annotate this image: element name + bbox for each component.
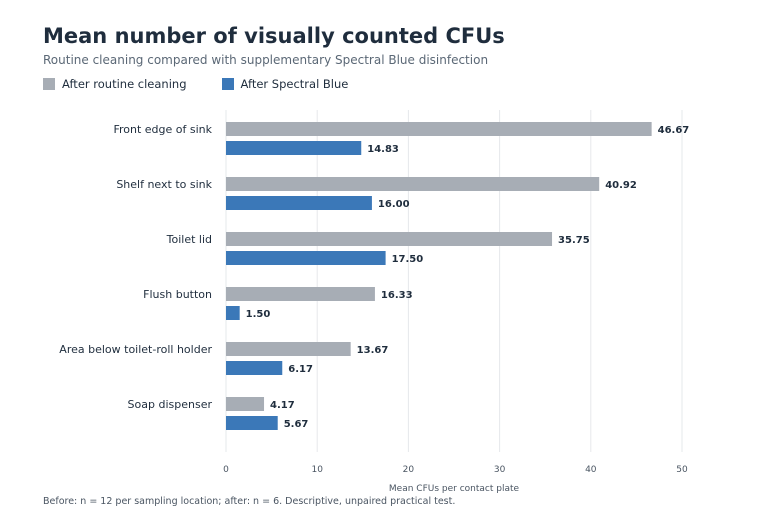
bar-routine: [226, 122, 652, 136]
bar-spectral-blue: [226, 141, 362, 155]
bar-routine: [226, 287, 375, 301]
data-label: 1.50: [246, 309, 271, 320]
bar-spectral-blue: [226, 306, 240, 320]
bar-routine: [226, 342, 351, 356]
data-label: 35.75: [558, 235, 590, 246]
bar-routine: [226, 397, 265, 411]
data-label: 6.17: [288, 364, 313, 375]
x-tick-label: 30: [494, 465, 506, 475]
data-label: 5.67: [284, 419, 309, 430]
chart-title: Mean number of visually counted CFUs: [43, 24, 505, 48]
category-label: Area below toilet-roll holder: [59, 343, 212, 356]
data-label: 16.33: [381, 290, 413, 301]
bar-spectral-blue: [226, 361, 283, 375]
legend-item-spectral-blue: After Spectral Blue: [221, 77, 349, 91]
legend-swatch-spectral-blue: [221, 78, 234, 90]
x-tick-label: 0: [223, 465, 229, 475]
data-label: 4.17: [270, 400, 295, 411]
data-label: 16.00: [378, 199, 410, 210]
data-label: 46.67: [658, 125, 690, 136]
chart-subtitle: Routine cleaning compared with supplemen…: [43, 53, 489, 67]
data-label: 17.50: [392, 254, 424, 265]
data-label: 14.83: [367, 144, 399, 155]
footnote: Before: n = 12 per sampling location; af…: [43, 496, 456, 507]
x-tick-label: 10: [311, 465, 323, 475]
legend-label-spectral-blue: After Spectral Blue: [240, 77, 349, 91]
bar-spectral-blue: [226, 196, 372, 210]
category-label: Flush button: [143, 288, 212, 301]
x-tick-label: 20: [403, 465, 415, 475]
category-label: Front edge of sink: [113, 123, 212, 136]
legend-item-routine: After routine cleaning: [43, 77, 187, 91]
legend-label-routine: After routine cleaning: [62, 77, 187, 91]
bar-routine: [226, 177, 600, 191]
x-tick-label: 40: [585, 465, 597, 475]
data-label: 13.67: [357, 345, 389, 356]
category-label: Toilet lid: [166, 233, 212, 246]
bar-routine: [226, 232, 553, 246]
legend: After routine cleaning After Spectral Bl…: [43, 77, 383, 91]
category-label: Soap dispenser: [128, 398, 213, 411]
bar-spectral-blue: [226, 251, 386, 265]
data-label: 40.92: [605, 180, 637, 191]
x-axis-title: Mean CFUs per contact plate: [389, 484, 520, 494]
category-label: Shelf next to sink: [116, 178, 212, 191]
legend-swatch-routine: [43, 78, 55, 90]
x-tick-label: 50: [676, 465, 688, 475]
bar-spectral-blue: [226, 416, 278, 430]
